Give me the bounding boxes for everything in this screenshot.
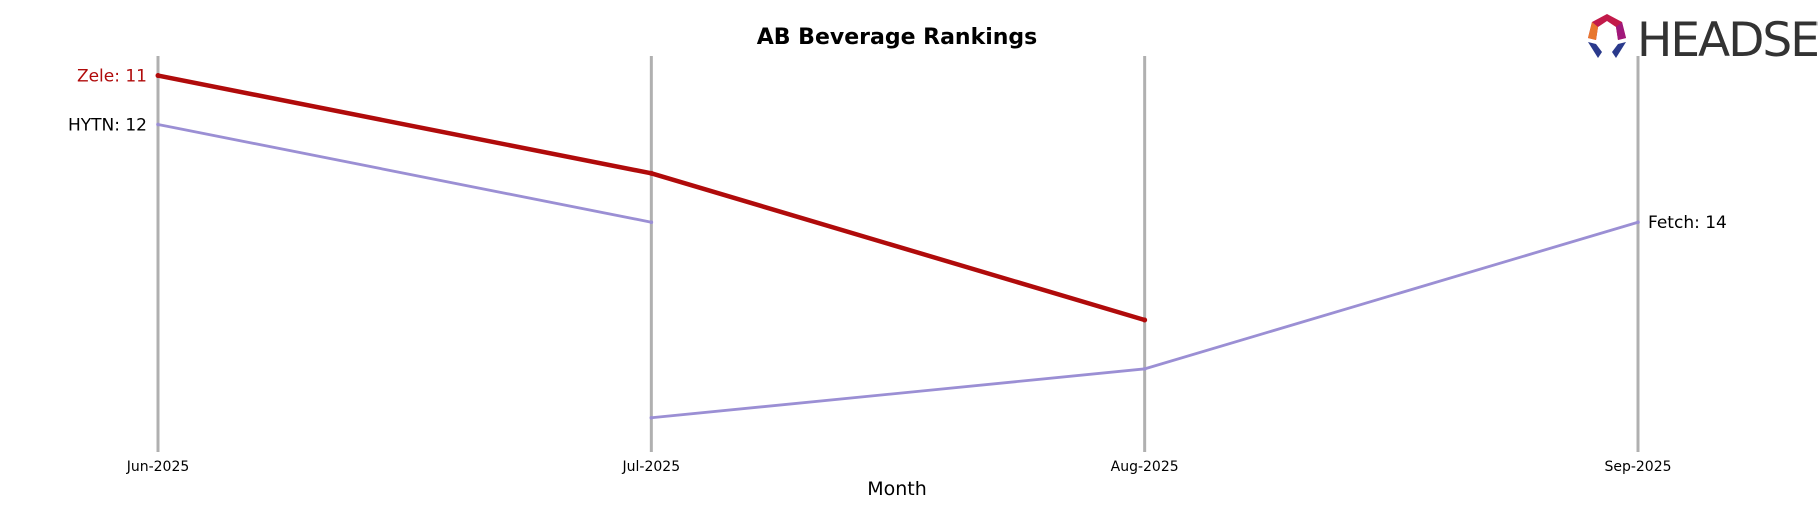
data-point-zele-2 <box>1142 317 1148 323</box>
headset-logo: HEADSET <box>1588 13 1818 68</box>
gridlines <box>156 56 1640 452</box>
x-tick-labels: Jun-2025 Jul-2025 Aug-2025 Sep-2025 <box>126 459 1672 475</box>
chart-title: AB Beverage Rankings <box>757 25 1038 50</box>
data-point-fetch-0 <box>649 415 654 420</box>
series-label-hytn: HYTN: 12 <box>68 115 147 135</box>
x-tick-sep-2025: Sep-2025 <box>1604 459 1671 475</box>
x-axis-label: Month <box>867 478 927 500</box>
series-lines <box>155 73 1640 420</box>
x-tick-jun-2025: Jun-2025 <box>126 459 190 475</box>
series-line-hytn <box>157 123 652 224</box>
data-point-hytn-1 <box>649 220 654 225</box>
series-label-zele: Zele: 11 <box>77 67 147 87</box>
data-point-fetch-1 <box>1142 367 1147 371</box>
data-point-fetch-2 <box>1636 220 1640 225</box>
logo-text: HEADSET <box>1637 13 1818 68</box>
x-tick-aug-2025: Aug-2025 <box>1111 459 1179 475</box>
series-label-fetch: Fetch: 14 <box>1648 213 1727 233</box>
data-point-zele-0 <box>155 73 161 79</box>
data-point-hytn-0 <box>156 122 160 127</box>
series-labels: HYTN: 12 Fetch: 14 Zele: 11 <box>68 67 1727 234</box>
headset-logo-icon <box>1588 14 1626 58</box>
x-tick-jul-2025: Jul-2025 <box>622 459 681 475</box>
data-point-zele-1 <box>648 170 654 176</box>
